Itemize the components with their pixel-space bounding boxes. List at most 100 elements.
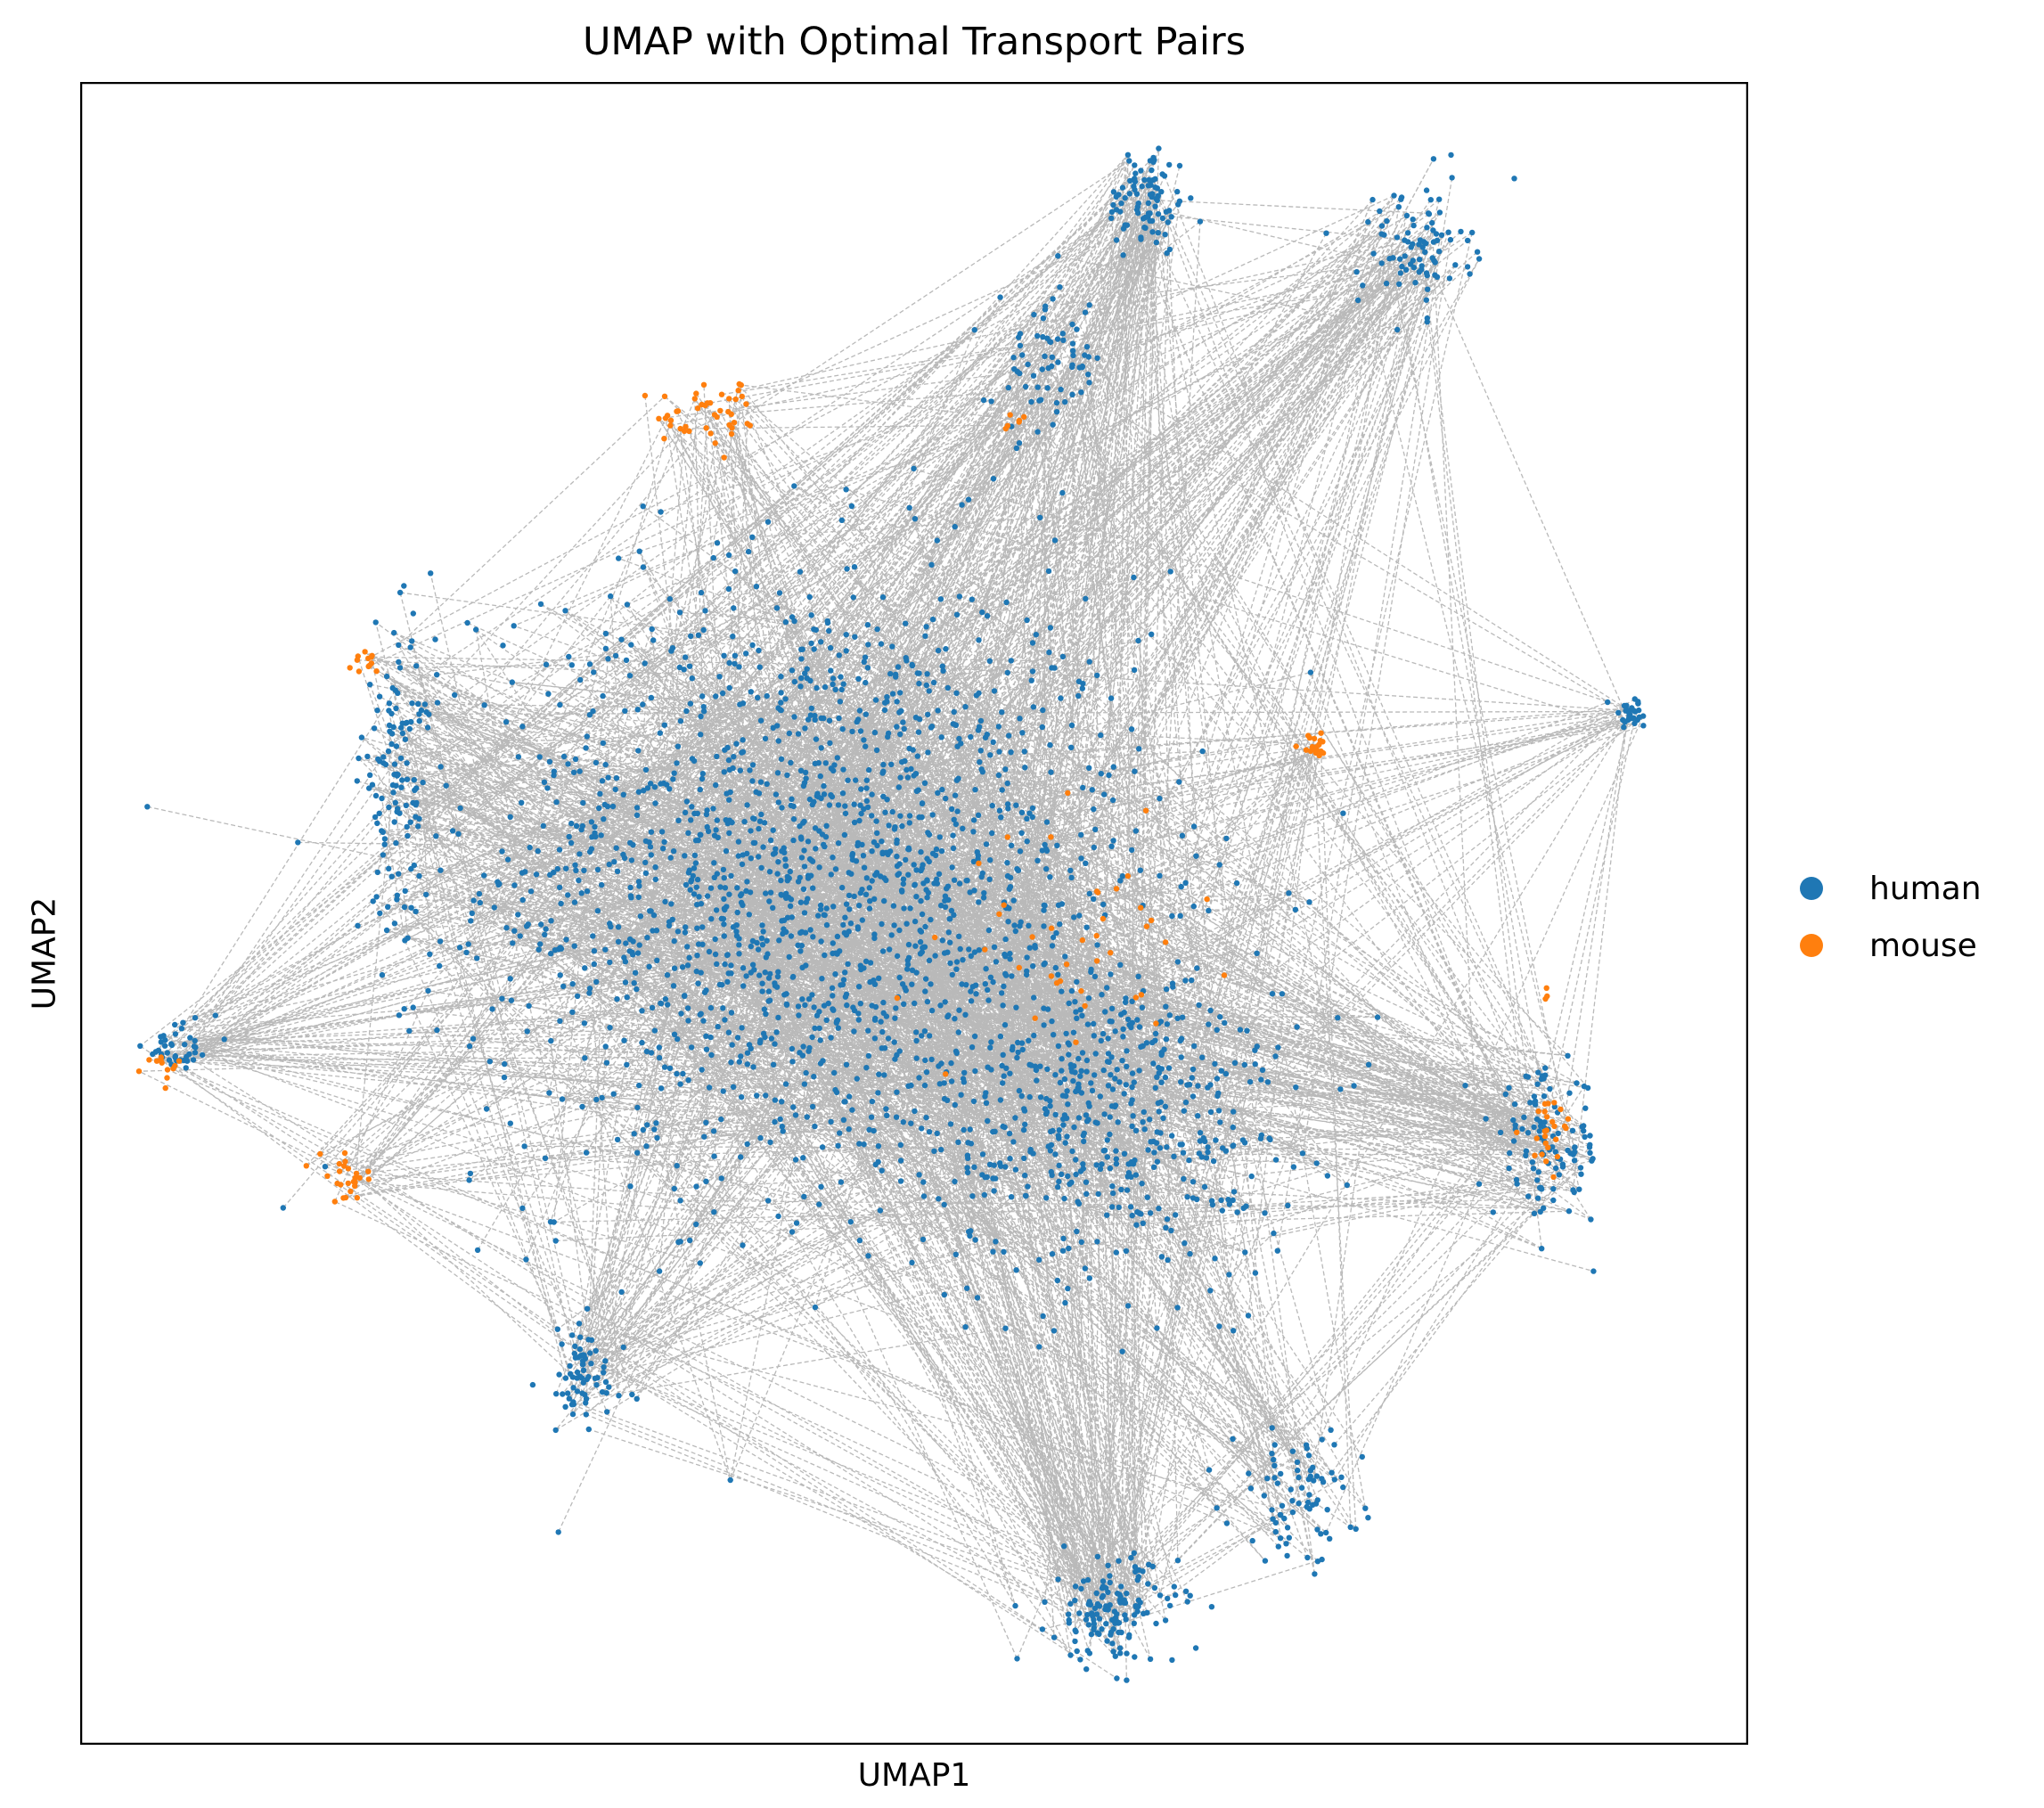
point-human [411,777,417,783]
point-human [726,830,732,837]
point-human [1523,1073,1529,1080]
point-human [795,879,802,885]
point-human [1079,364,1085,371]
point-human [1047,625,1054,631]
point-human [1093,1590,1100,1597]
point-human [1424,315,1431,322]
point-human [906,847,912,853]
point-mouse [1079,937,1086,944]
point-human [641,788,647,794]
point-human [1230,1142,1236,1149]
point-human [616,555,622,561]
point-human [1062,1140,1068,1146]
point-human [1016,1087,1023,1094]
point-human [1110,1190,1116,1197]
point-human [704,893,711,899]
point-human [668,901,675,907]
point-mouse [1550,1174,1557,1181]
point-human [856,1141,863,1147]
point-human [972,1237,978,1243]
point-human [1004,801,1011,807]
point-human [1079,1050,1086,1056]
point-human [686,867,692,873]
point-human [725,757,732,764]
point-human [517,933,523,939]
point-human [919,865,925,871]
point-human [519,799,525,806]
point-human [739,861,746,868]
point-human [832,866,839,872]
point-human [1094,1239,1100,1245]
point-human [905,871,912,878]
point-human [812,1123,818,1130]
point-human [968,733,974,740]
point-human [624,1061,630,1068]
point-human [930,679,937,686]
point-human [998,814,1004,821]
point-human [598,832,604,839]
point-human [830,855,836,861]
point-human [1410,222,1417,229]
point-human [691,810,698,817]
point-human [1149,1039,1156,1046]
point-human [878,1019,884,1025]
point-mouse [356,668,363,675]
point-human [1069,391,1075,397]
point-human [1147,1117,1153,1123]
point-human [936,1081,943,1087]
point-human [658,829,666,835]
point-human [1083,1057,1091,1064]
point-human [1324,1507,1330,1513]
point-human [1098,771,1105,777]
point-human [1319,1556,1325,1563]
point-human [706,1084,713,1091]
point-human [897,813,903,819]
point-human [756,1039,764,1046]
point-human [913,894,920,900]
point-human [1037,514,1043,520]
point-human [864,622,871,628]
point-mouse [1535,1108,1541,1115]
point-human [1157,872,1163,879]
point-human [634,950,642,956]
point-human [976,947,982,953]
point-human [574,993,581,1000]
point-human [407,644,413,650]
point-human [1230,1436,1236,1443]
point-human [390,789,397,796]
point-human [797,899,805,905]
point-human [1088,1631,1095,1638]
point-human [905,941,912,948]
point-human [787,903,794,909]
point-human [618,1289,625,1296]
scatter-points [135,145,1647,1683]
point-mouse [153,1058,160,1064]
point-human [1271,1230,1277,1237]
point-human [699,771,706,777]
point-human [1041,923,1047,929]
point-human [849,856,856,863]
point-human [676,609,683,616]
point-human [1148,182,1154,188]
point-human [740,965,747,971]
point-human [551,768,557,774]
point-human [1112,1103,1118,1110]
point-human [1085,1117,1091,1123]
point-human [1464,264,1471,270]
point-human [630,938,636,945]
point-human [1182,879,1189,886]
point-human [1094,355,1100,361]
point-human [842,810,849,817]
point-human [1590,1268,1597,1274]
point-human [677,1239,683,1245]
point-human [372,814,379,821]
point-human [828,792,834,798]
point-human [1069,1068,1075,1075]
point-human [805,839,812,845]
point-human [952,1101,958,1109]
point-human [1022,383,1029,390]
point-mouse [336,1168,343,1174]
point-human [847,1219,854,1225]
point-human [872,697,879,703]
point-human [745,548,752,555]
